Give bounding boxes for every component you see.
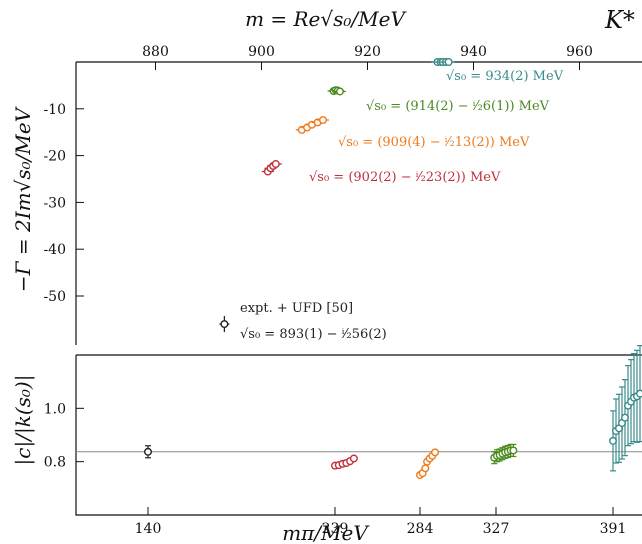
bottom-marker-m284-6 (431, 448, 440, 457)
point-m239-3 (269, 160, 282, 169)
bottom-point-m140-0 (143, 445, 152, 459)
bottom-y-tick-label-0: 1.0 (44, 401, 66, 417)
point-m327-3 (333, 87, 346, 96)
marker-m284-4 (318, 116, 327, 125)
point-m284-4 (316, 116, 329, 125)
marker-m327-3 (335, 87, 344, 96)
label-mpi-391: √s₀ = 934(2) MeV (446, 69, 564, 84)
label-mpi-284: √s₀ = (909(4) − ⁱ⁄₂13(2)) MeV (338, 135, 530, 150)
top-x-tick-label-4: 960 (566, 44, 593, 60)
top-y-tick-label-4: -50 (43, 289, 66, 305)
chart-title: K* (604, 6, 635, 34)
label-expt-line1: expt. + UFD [50] (240, 301, 353, 316)
bottom-marker-m391-9 (636, 389, 642, 398)
top-x-tick-label-1: 900 (248, 44, 275, 60)
top-x-tick-label-3: 940 (460, 44, 487, 60)
bottom-marker-m239-5 (349, 454, 358, 463)
top-y-ticks: -10 -20 -30 -40 -50 (43, 102, 84, 305)
bottom-y-tick-label-1: 0.8 (44, 455, 66, 471)
marker-m239-3 (271, 160, 280, 169)
top-x-ticks: 880 900 920 940 960 (142, 44, 593, 70)
bottom-panel-frame (75, 354, 642, 516)
top-y-axis-title: −Γ = 2Im√s₀/MeV (11, 105, 35, 292)
bottom-x-tick-label-4: 391 (600, 521, 627, 537)
top-x-tick-label-0: 880 (142, 44, 169, 60)
marker-m140-0 (220, 320, 229, 329)
bottom-point-m284-6 (431, 448, 440, 457)
top-x-tick-label-2: 920 (354, 44, 381, 60)
bottom-point-m284-2 (421, 464, 430, 473)
bottom-marker-m391-0 (609, 436, 618, 445)
top-panel-frame (75, 61, 642, 345)
point-m391-4 (442, 58, 455, 67)
bottom-point-m391-6 (627, 359, 636, 445)
bottom-panel-points (143, 345, 642, 479)
bottom-point-m391-0 (609, 410, 618, 472)
bottom-x-tick-label-2: 284 (407, 521, 434, 537)
bottom-marker-m327-7 (509, 446, 518, 455)
label-mpi-239: √s₀ = (902(2) − ⁱ⁄₂23(2)) MeV (309, 170, 501, 185)
bottom-x-tick-label-3: 327 (483, 521, 510, 537)
bottom-point-m391-3 (618, 386, 627, 460)
bottom-axes-ticks: 140 239 284 327 391 1.0 0.8 (44, 401, 627, 537)
top-y-tick-label-2: -30 (43, 195, 66, 211)
bottom-y-axis-title: |c|/|k(s₀)| (11, 375, 36, 466)
bottom-point-m391-5 (624, 365, 633, 447)
top-panel-points (219, 58, 455, 333)
top-x-axis-title: m = Re√s₀/MeV (245, 7, 407, 31)
label-expt-line2: √s₀ = 893(1) − ⁱ⁄₂56(2) (240, 327, 387, 342)
bottom-point-m391-4 (621, 379, 630, 457)
bottom-point-m239-5 (349, 454, 358, 463)
bottom-marker-m140-0 (143, 447, 152, 456)
bottom-marker-m284-2 (421, 464, 430, 473)
bottom-x-tick-label-0: 140 (135, 521, 162, 537)
bottom-x-axis-title: mπ/MeV (282, 521, 370, 544)
bottom-point-m391-9 (636, 345, 642, 443)
top-y-tick-label-1: -20 (43, 149, 66, 165)
marker-m391-4 (444, 58, 453, 67)
label-mpi-327: √s₀ = (914(2) − ⁱ⁄₂6(1)) MeV (366, 99, 550, 114)
top-y-tick-label-0: -10 (43, 102, 66, 118)
bottom-x-tick-label-1: 239 (322, 521, 349, 537)
bottom-marker-m391-4 (621, 413, 630, 422)
point-m140-0 (219, 316, 230, 333)
top-y-tick-label-3: -40 (43, 242, 66, 258)
bottom-point-m327-7 (509, 443, 518, 458)
